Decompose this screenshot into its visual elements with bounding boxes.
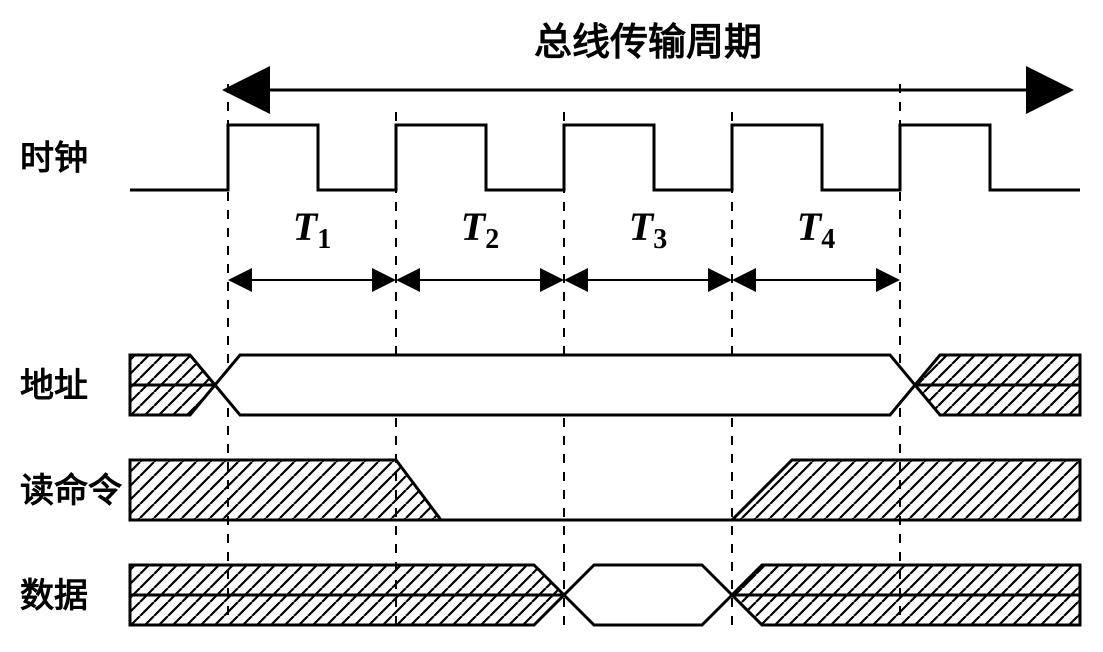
address-row: 地址 <box>20 355 1080 415</box>
svg-text:地址: 地址 <box>20 367 88 405</box>
clock-row: 时钟 <box>20 125 1080 190</box>
svg-text:读命令: 读命令 <box>20 471 123 510</box>
period-label: T1 <box>293 204 331 255</box>
svg-text:时钟: 时钟 <box>20 140 88 178</box>
period-label: T2 <box>461 204 499 255</box>
data-row: 数据 <box>20 565 1080 625</box>
period-label: T3 <box>629 204 667 255</box>
clock-waveform <box>130 125 1080 190</box>
svg-text:数据: 数据 <box>20 577 88 615</box>
period-label: T4 <box>797 204 835 255</box>
svg-text:总线传输周期: 总线传输周期 <box>534 22 762 64</box>
title-span: 总线传输周期 <box>228 22 1068 90</box>
read-row: 读命令 <box>20 460 1080 520</box>
